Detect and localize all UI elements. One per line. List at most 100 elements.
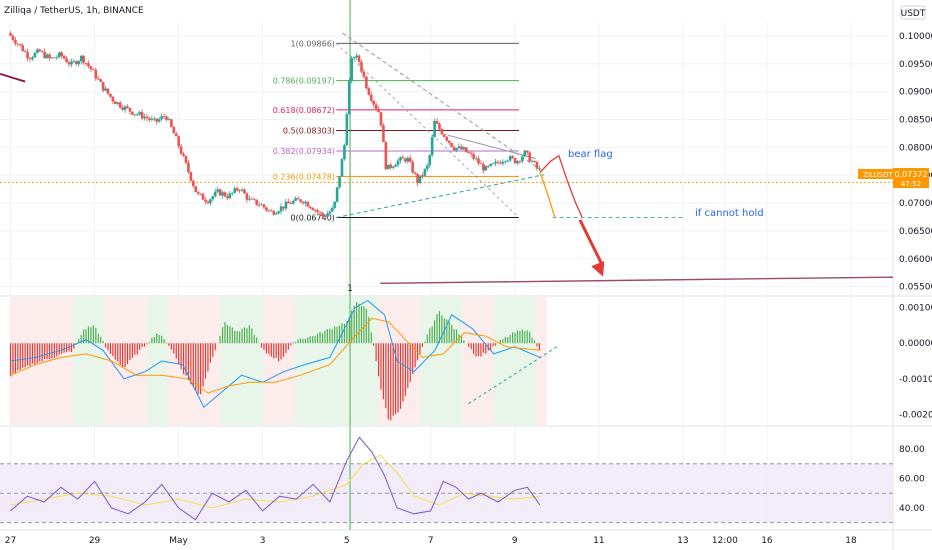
candle-body bbox=[233, 188, 237, 193]
candle-body bbox=[235, 188, 239, 191]
candle-body bbox=[209, 199, 212, 204]
candle-body bbox=[384, 141, 388, 170]
candle-body bbox=[104, 88, 107, 91]
candle-body bbox=[330, 207, 334, 212]
candle-body bbox=[206, 201, 210, 204]
candle-body bbox=[252, 199, 256, 200]
candle-body bbox=[369, 94, 373, 101]
candle-body bbox=[316, 210, 319, 212]
time-tick-label: 13 bbox=[677, 536, 688, 546]
candle-body bbox=[440, 128, 444, 135]
candle-body bbox=[538, 167, 541, 169]
candle-body bbox=[213, 191, 217, 197]
candle-body bbox=[118, 102, 122, 108]
rsi-tick-label: 60.00 bbox=[899, 475, 925, 485]
candle-body bbox=[365, 76, 368, 89]
candle-body bbox=[306, 201, 310, 207]
macd-background-segment bbox=[283, 297, 295, 425]
time-tick-label: May bbox=[169, 536, 188, 546]
candle-body bbox=[374, 104, 378, 109]
candle-body bbox=[121, 107, 124, 110]
macd-background-segment bbox=[315, 297, 327, 425]
candle-body bbox=[279, 206, 283, 212]
candle-body bbox=[87, 63, 90, 67]
candle-body bbox=[391, 166, 395, 168]
candle-body bbox=[282, 206, 285, 209]
candle-body bbox=[284, 201, 288, 209]
breakdown-projection bbox=[539, 172, 556, 218]
candle-body bbox=[194, 186, 198, 193]
candle-body bbox=[170, 119, 173, 127]
candle-body bbox=[443, 134, 446, 137]
candle-body bbox=[299, 199, 302, 202]
time-tick-label: 3 bbox=[260, 536, 266, 546]
candle-body bbox=[145, 116, 149, 119]
candle-body bbox=[377, 108, 380, 113]
candle-body bbox=[143, 116, 146, 119]
candle-body bbox=[430, 137, 434, 156]
candle-body bbox=[165, 116, 168, 120]
candle-body bbox=[511, 156, 514, 159]
candle-body bbox=[326, 213, 329, 217]
candle-body bbox=[21, 45, 24, 52]
fib-level-label: 0.786(0.09197) bbox=[273, 77, 335, 86]
candle-body bbox=[72, 61, 76, 62]
rsi-panel bbox=[10, 436, 541, 521]
candle-body bbox=[265, 207, 268, 211]
candle-body bbox=[172, 126, 176, 134]
candle-body bbox=[140, 112, 144, 119]
candle-body bbox=[228, 193, 232, 199]
candle-body bbox=[94, 69, 98, 79]
candle-body bbox=[438, 123, 441, 129]
candle-body bbox=[433, 121, 436, 138]
candle-body bbox=[250, 198, 254, 200]
candle-body bbox=[469, 152, 473, 154]
macd-background-segment bbox=[136, 297, 148, 425]
macd-background-segment bbox=[462, 297, 474, 425]
candle-body bbox=[491, 163, 495, 165]
candle-body bbox=[309, 206, 312, 209]
candle-body bbox=[406, 157, 410, 162]
candle-body bbox=[435, 121, 439, 124]
vline-marker-label: 1 bbox=[347, 284, 353, 294]
trend-lines[interactable] bbox=[0, 32, 894, 284]
currency-button[interactable] bbox=[900, 5, 926, 20]
macd-background-segment bbox=[73, 297, 85, 425]
macd-background-segment bbox=[535, 297, 547, 425]
candle-body bbox=[445, 136, 449, 141]
candle-body bbox=[345, 114, 349, 146]
candle-body bbox=[352, 57, 356, 59]
projection-drawings[interactable] bbox=[539, 154, 605, 277]
candle-body bbox=[523, 150, 527, 157]
rsi-line bbox=[10, 436, 541, 521]
candle-body bbox=[408, 157, 412, 162]
macd-background-segment bbox=[525, 297, 537, 425]
candle-body bbox=[447, 140, 451, 143]
candle-body bbox=[82, 55, 85, 63]
macd-background-segment bbox=[367, 297, 379, 425]
macd-background-segment bbox=[430, 297, 442, 425]
candle-body bbox=[153, 118, 156, 120]
candle-body bbox=[189, 172, 193, 181]
candle-body bbox=[362, 71, 366, 77]
time-tick-label: 16 bbox=[761, 536, 773, 546]
candle-body bbox=[338, 176, 341, 188]
macd-background-segment bbox=[504, 297, 516, 425]
price-tag-background bbox=[858, 169, 898, 179]
candle-body bbox=[423, 168, 427, 176]
candle-body bbox=[60, 52, 63, 56]
macd-background-segment bbox=[346, 297, 358, 425]
candle-body bbox=[311, 208, 315, 211]
candle-body bbox=[109, 93, 112, 97]
macd-background-segment bbox=[115, 297, 127, 425]
candle-body bbox=[89, 66, 93, 70]
candle-body bbox=[174, 133, 178, 137]
candle-body bbox=[489, 163, 492, 167]
